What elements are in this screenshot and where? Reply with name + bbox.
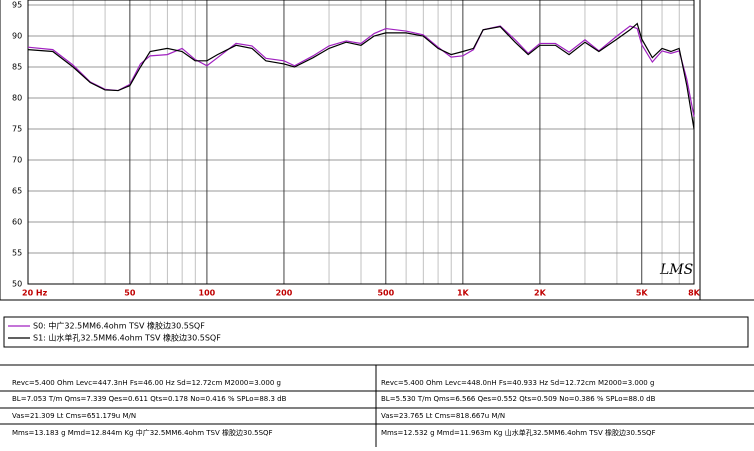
y-tick-label: 80 bbox=[12, 94, 22, 103]
param-text: Vas=23.765 Lt Cms=818.667u M/N bbox=[381, 412, 505, 420]
y-tick-label: 65 bbox=[12, 187, 22, 196]
x-tick-label: 1K bbox=[457, 289, 470, 298]
x-tick-label: 500 bbox=[377, 289, 394, 298]
param-text: Mms=12.532 g Mmd=11.963m Kg 山水单孔32.5MM6.… bbox=[381, 428, 656, 437]
x-tick-label: 20 Hz bbox=[22, 289, 48, 298]
x-tick-label: 5K bbox=[636, 289, 649, 298]
x-tick-label: 50 bbox=[124, 289, 136, 298]
param-text: Mms=13.183 g Mmd=12.844m Kg 中广32.5MM6.4o… bbox=[12, 428, 273, 437]
legend-box bbox=[3, 316, 749, 348]
y-tick-label: 55 bbox=[12, 249, 22, 258]
y-tick-label: 85 bbox=[12, 63, 22, 72]
plot-frame bbox=[27, 0, 695, 285]
param-text: BL=5.530 T/m Qms=6.566 Qes=0.552 Qts=0.5… bbox=[381, 395, 656, 403]
y-tick-label: 70 bbox=[12, 156, 22, 165]
x-tick-label: 8K bbox=[688, 289, 701, 298]
y-tick-label: 50 bbox=[12, 280, 22, 289]
y-tick-label: 90 bbox=[12, 32, 22, 41]
x-tick-label: 200 bbox=[276, 289, 293, 298]
legend-label: S0: 中广32.5MM6.4ohm TSV 橡胶边30.5SQF bbox=[33, 321, 205, 331]
y-tick-label: 60 bbox=[12, 218, 22, 227]
y-tick-label: 95 bbox=[12, 1, 22, 10]
watermark: LMS bbox=[659, 262, 693, 278]
x-tick-label: 2K bbox=[534, 289, 547, 298]
series-line bbox=[27, 25, 695, 117]
y-tick-label: 75 bbox=[12, 125, 22, 134]
param-text: Revc=5.400 Ohm Levc=447.3nH Fs=46.00 Hz … bbox=[12, 379, 281, 387]
legend-label: S1: 山水单孔32.5MM6.4ohm TSV 橡胶边30.5SQF bbox=[33, 333, 221, 343]
param-text: BL=7.053 T/m Qms=7.339 Qes=0.611 Qts=0.1… bbox=[12, 395, 287, 403]
param-text: Vas=21.309 Lt Cms=651.179u M/N bbox=[12, 412, 136, 420]
x-tick-label: 100 bbox=[199, 289, 216, 298]
param-text: Revc=5.400 Ohm Levc=448.0nH Fs=40.933 Hz… bbox=[381, 379, 654, 387]
series-line bbox=[27, 22, 695, 130]
